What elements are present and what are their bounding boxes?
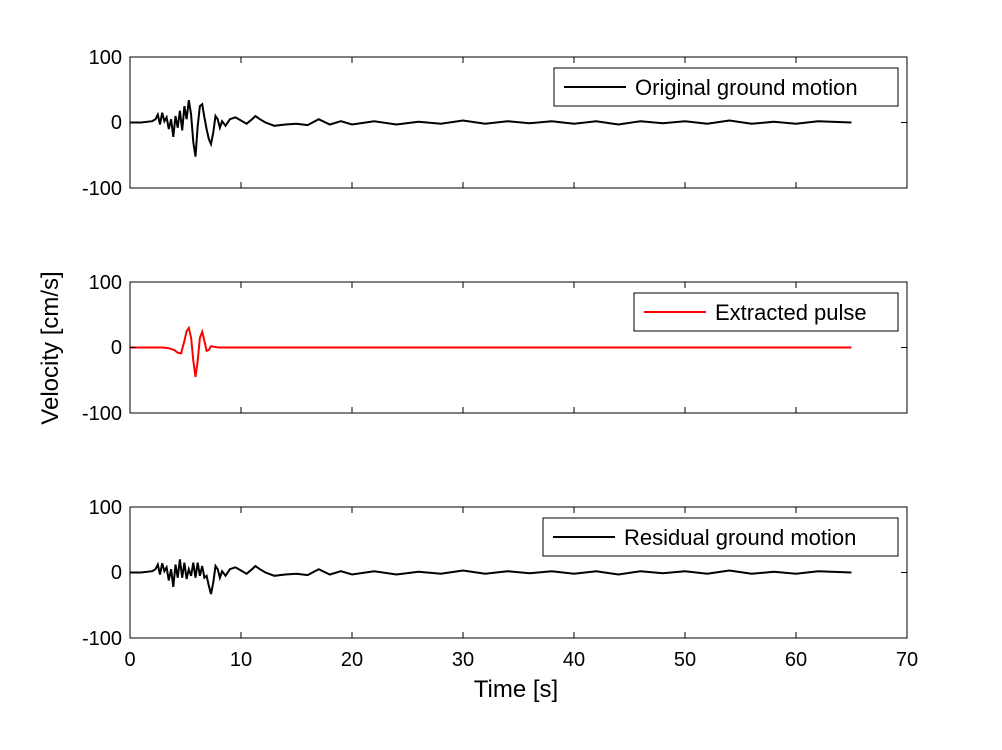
xtick-label-0: 0 [124, 649, 135, 671]
ytick-label-2-bottom: -100 [82, 403, 122, 425]
xtick-label-20: 20 [341, 649, 363, 671]
xtick-label-10: 10 [230, 649, 252, 671]
xtick-label-70: 70 [896, 649, 918, 671]
y-axis-title: Velocity [cm/s] [37, 271, 64, 424]
legend-label-original: Original ground motion [635, 75, 858, 100]
panel-original-ground-motion: 100 0 -100 Original ground motion [82, 47, 908, 200]
panel-extracted-pulse: 100 0 -100 Extracted pulse [82, 272, 908, 425]
legend-extracted-pulse: Extracted pulse [633, 292, 899, 332]
legend-label-extracted: Extracted pulse [715, 300, 867, 325]
ytick-label-2-mid: 0 [111, 337, 122, 359]
legend-label-residual: Residual ground motion [624, 525, 856, 550]
ytick-label-3-bottom: -100 [82, 628, 122, 650]
ytick-label-3-mid: 0 [111, 562, 122, 584]
x-axis-tick-labels: 0 10 20 30 40 50 60 70 [124, 649, 918, 671]
xtick-label-30: 30 [452, 649, 474, 671]
series-line-extracted-pulse [130, 325, 852, 378]
legend-original-ground-motion: Original ground motion [553, 67, 899, 107]
ytick-label-1-bottom: -100 [82, 178, 122, 200]
ytick-label-1-top: 100 [89, 47, 122, 69]
xtick-label-50: 50 [674, 649, 696, 671]
series-line-original-ground-motion [130, 100, 852, 157]
ytick-label-3-top: 100 [89, 497, 122, 519]
axis-tick-marks [129, 56, 908, 639]
series-line-residual-ground-motion [130, 559, 852, 595]
ytick-label-1-mid: 0 [111, 112, 122, 134]
ytick-label-2-top: 100 [89, 272, 122, 294]
legend-residual-ground-motion: Residual ground motion [542, 517, 899, 557]
panel-residual-ground-motion: 100 0 -100 Residual ground motion [82, 497, 908, 650]
xtick-label-60: 60 [785, 649, 807, 671]
xtick-label-40: 40 [563, 649, 585, 671]
x-axis-title: Time [s] [474, 676, 558, 703]
